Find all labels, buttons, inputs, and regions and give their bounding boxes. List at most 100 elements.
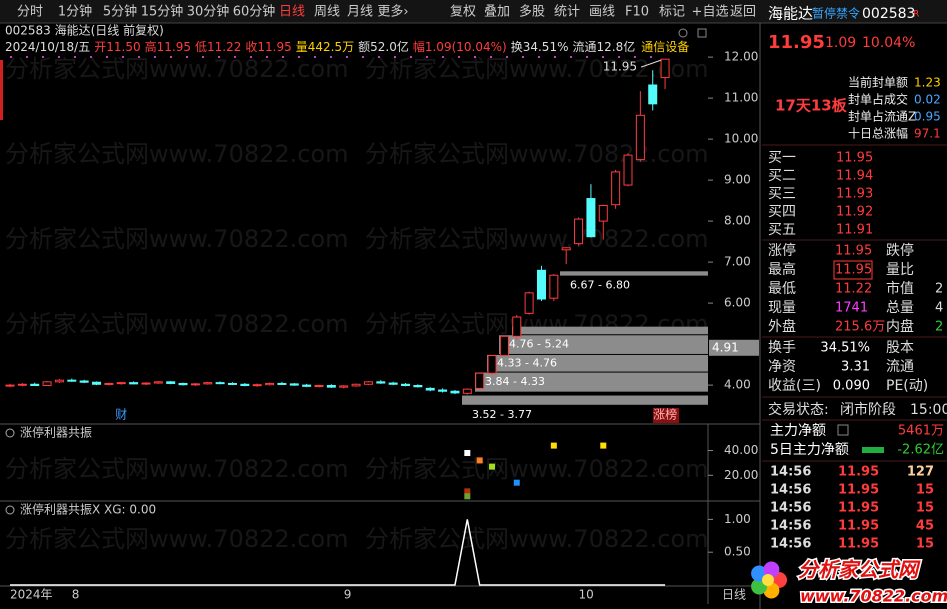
info-label: 开 (94, 40, 106, 54)
period-tab[interactable]: 15分钟 (141, 4, 184, 20)
limit-label: 当前封单额 (848, 75, 908, 90)
tool-button[interactable]: 返回 (730, 5, 756, 20)
period-tab[interactable]: 60分钟 (233, 4, 276, 20)
flow-label: 5日主力净额 (770, 442, 849, 458)
watermark: 分析家公式网www.70822.com (5, 225, 349, 253)
stat-label: 跌停 (886, 242, 914, 259)
period-tab[interactable]: 30分钟 (187, 4, 230, 20)
candle-body (413, 385, 423, 388)
watermark: 分析家公式网www.70822.com (365, 525, 709, 553)
annotation-arrow (640, 59, 662, 68)
candle-body (586, 198, 596, 238)
limit-label: 封单占流通Z (848, 109, 916, 124)
stat-label: 最低 (768, 281, 796, 297)
event-badge (653, 408, 680, 423)
period-tab[interactable]: 月线 (347, 5, 373, 20)
price-range-bar (487, 354, 708, 372)
period-tab[interactable]: 1分钟 (58, 4, 92, 20)
y-tick-label: 0.50 (724, 545, 751, 559)
period-tab[interactable]: 周线 (314, 5, 340, 20)
signal-marker (476, 457, 483, 464)
last-price: 11.95 (768, 32, 825, 53)
candle-body (79, 380, 89, 383)
info-label: 高 (145, 39, 157, 54)
logo-center (762, 574, 774, 586)
tool-button[interactable]: 画线 (589, 5, 615, 20)
limit-value: 0.02 (914, 93, 941, 107)
bid-price: 11.93 (836, 187, 873, 202)
toolbar (0, 0, 947, 23)
period-tab[interactable]: 日线 (279, 5, 305, 20)
tool-button[interactable]: 统计 (554, 5, 580, 20)
candle-body (166, 381, 176, 384)
candle-body (129, 382, 139, 385)
candle-body (42, 381, 52, 387)
cursor-price-box (709, 339, 759, 356)
tool-button[interactable]: 标记 (659, 5, 685, 20)
info-label: 流通 (572, 40, 596, 54)
tick-price: 11.95 (838, 501, 879, 516)
trade-status: 15:00 (910, 402, 947, 418)
y-tick-label: 1.00 (724, 512, 751, 526)
candle-body (401, 383, 411, 387)
period-tab[interactable]: 分时 (17, 5, 43, 20)
limit-value: 97.1 (914, 127, 941, 141)
candle-body (215, 382, 225, 385)
signal-marker (464, 493, 471, 500)
candle-body (277, 382, 287, 385)
tick-time: 14:56 (770, 501, 811, 516)
info-label: 换 (511, 40, 523, 54)
candle-body (438, 389, 448, 392)
stat-label: 涨停 (768, 242, 796, 259)
info-value: 11.22 (207, 40, 241, 54)
chart-area: 分时 1分钟 5分钟 15分钟 30分钟 60分钟 日线 周线 月线 更多› 复权 叠加 多股 统计 画线 F… (5, 4, 759, 602)
window-icon[interactable] (678, 28, 688, 38)
period-tab[interactable]: 更多› (377, 4, 408, 20)
signal-marker (464, 450, 471, 457)
signal-marker (513, 479, 520, 486)
stat-value: 1741 (835, 301, 868, 316)
flow-label: 主力净额 (770, 423, 826, 439)
candle-body (17, 383, 27, 386)
stat-label: PE(动) (886, 378, 928, 394)
candle-body (512, 316, 522, 337)
y-tick-label: 7.00 (724, 255, 751, 269)
tool-button[interactable]: +自选 (692, 5, 729, 20)
tool-button[interactable]: 复权 (450, 4, 476, 20)
window-icon[interactable] (697, 28, 707, 38)
info-label: 量 (296, 40, 308, 54)
candle-body (351, 383, 361, 387)
candle-body (363, 381, 373, 385)
candle-body (549, 274, 559, 299)
tool-button[interactable]: 叠加 (484, 5, 510, 20)
stat-label: 外盘 (768, 318, 796, 335)
tick-volume: 15 (916, 537, 934, 552)
price-range-bar (560, 271, 708, 276)
stat-label: 净资 (768, 359, 796, 375)
candle-body (326, 385, 336, 388)
tick-volume: 15 (916, 483, 934, 498)
candle-body (116, 382, 126, 385)
stat-value: 3.31 (841, 360, 870, 375)
tool-button[interactable]: F10 (625, 5, 649, 20)
tool-button[interactable]: 多股 (519, 4, 545, 20)
period-tab[interactable]: 5分钟 (103, 4, 137, 20)
info-value: 442.5万 (308, 40, 354, 54)
event-label: 财 (115, 408, 127, 422)
watermark: 分析家公式网www.70822.com (365, 455, 709, 483)
candle-body (376, 381, 386, 384)
price-range-label: 6.67 - 6.80 (570, 279, 630, 292)
candle-body (660, 58, 670, 79)
flow-bar (862, 447, 884, 453)
stat-label: 市值 (886, 280, 914, 297)
logo-petal (763, 561, 780, 578)
limit-label: 十日总涨幅 (848, 126, 908, 141)
candle-body (302, 384, 312, 387)
highlight-box (833, 260, 873, 280)
stat-value: 11.22 (835, 282, 872, 297)
price-range-label: 4.76 - 5.24 (509, 338, 569, 351)
info-value: 12.8亿 (597, 39, 636, 54)
info-value: 1.09(10.04%) (425, 40, 507, 54)
